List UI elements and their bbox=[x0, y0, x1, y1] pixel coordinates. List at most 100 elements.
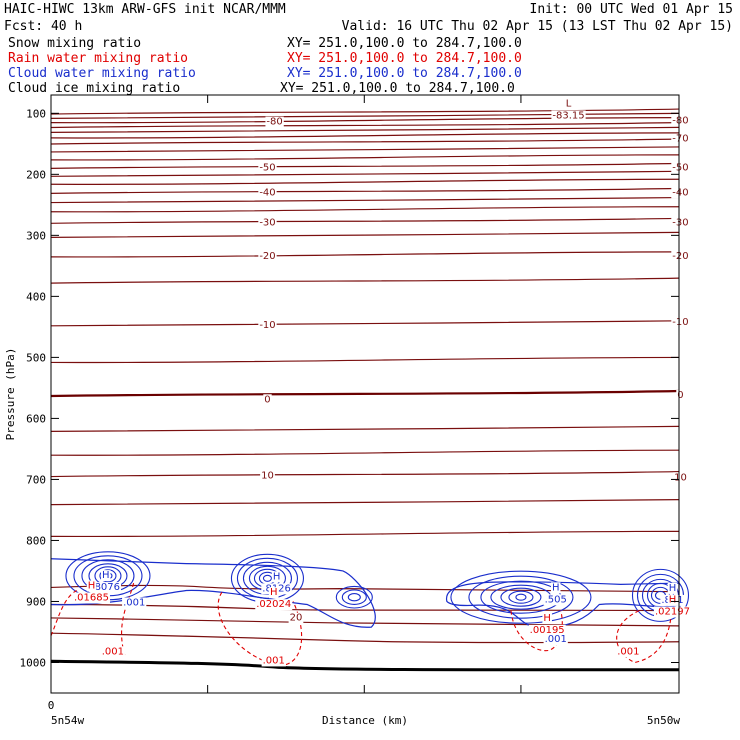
legend-cloud-xy: XY= 251.0,100.0 to 284.7,100.0 bbox=[287, 66, 522, 81]
isotherm-label-bg bbox=[258, 250, 277, 262]
header-init: Init: 00 UTC Wed 01 Apr 15 bbox=[530, 2, 734, 17]
rain-contour-label-bg bbox=[261, 655, 286, 667]
legend-rain-name: Rain water mixing ratio bbox=[8, 51, 188, 66]
cloud-contour bbox=[468, 575, 574, 619]
y-tick-label: 600 bbox=[26, 412, 46, 425]
y-tick-label: 500 bbox=[26, 351, 46, 364]
isotherm-label: -30 bbox=[672, 217, 688, 228]
y-axis-label: Pressure (hPa) bbox=[4, 348, 17, 441]
isotherm bbox=[50, 449, 680, 456]
rain-max-marker: H bbox=[270, 587, 278, 598]
isotherm bbox=[50, 112, 680, 119]
cloud-contour bbox=[490, 584, 552, 610]
legend-snow-xy: XY= 251.0,100.0 to 284.7,100.0 bbox=[287, 36, 522, 51]
header-title: HAIC-HIWC 13km ARW-GFS init NCAR/MMM bbox=[4, 2, 286, 17]
isotherm-label: -10 bbox=[672, 317, 688, 328]
rain-max-marker-bg bbox=[86, 580, 97, 592]
cloud-max-marker: H bbox=[102, 570, 110, 581]
isotherm-label: 10 bbox=[674, 472, 687, 483]
rain-water-contours bbox=[49, 583, 673, 667]
isotherm-label-bg bbox=[671, 115, 690, 127]
isotherm bbox=[50, 499, 680, 506]
terrain bbox=[50, 659, 680, 672]
isotherm-label: -40 bbox=[259, 187, 275, 198]
isotherm bbox=[50, 117, 680, 124]
rain-contour bbox=[510, 610, 563, 652]
isotherm-label: -40 bbox=[672, 187, 688, 198]
low-value-bg bbox=[551, 110, 586, 122]
rain-contour bbox=[217, 592, 303, 667]
rain-max-marker: H bbox=[88, 580, 96, 591]
cloud-max-value-bg bbox=[543, 594, 568, 606]
isotherm-label-bg bbox=[673, 472, 688, 484]
cloud-contour bbox=[262, 574, 273, 582]
rain-contour-label: .001 bbox=[263, 655, 285, 666]
isotherm bbox=[50, 217, 680, 224]
header-valid: Valid: 16 UTC Thu 02 Apr 15 (13 LST Thu … bbox=[342, 19, 733, 34]
rain-contour-label: .001 bbox=[617, 646, 639, 657]
header-forecast: Fcst: 40 h bbox=[4, 19, 82, 34]
isotherm-label-bg bbox=[258, 162, 277, 174]
isotherm-label: -30 bbox=[259, 217, 275, 228]
rain-max-marker-bg bbox=[667, 594, 678, 606]
isotherm bbox=[50, 132, 680, 139]
cloud-max-marker-bg bbox=[100, 570, 111, 582]
isotherm-label: 20 bbox=[290, 613, 303, 624]
isotherm-label: -70 bbox=[672, 134, 688, 145]
isotherm bbox=[50, 187, 680, 195]
rain-contour-label: .001 bbox=[102, 646, 124, 657]
cloud-max-value: .8076 bbox=[91, 582, 120, 593]
cloud-contour-label: .001 bbox=[545, 634, 567, 645]
cloud-contour bbox=[450, 570, 592, 624]
rain-max-value-bg bbox=[255, 599, 293, 611]
isotherm-label-bg bbox=[263, 394, 272, 406]
isotherm bbox=[50, 251, 680, 258]
cloud-contour-label-bg bbox=[543, 634, 568, 646]
isotherm-label: -10 bbox=[259, 320, 275, 331]
low-marker: L bbox=[566, 98, 572, 109]
isotherm bbox=[50, 231, 680, 238]
cloud-max-value-bg bbox=[90, 582, 122, 594]
isotherm-label-bg bbox=[671, 187, 690, 199]
legend-rain-xy: XY= 251.0,100.0 to 284.7,100.0 bbox=[287, 51, 522, 66]
cloud-contour-label-bg bbox=[122, 597, 147, 609]
isotherm-label: -50 bbox=[259, 162, 275, 173]
isotherm-label-bg bbox=[260, 470, 275, 482]
isotherm-label-bg bbox=[671, 250, 690, 262]
isotherm-label: 0 bbox=[677, 390, 683, 401]
isotherm-label: -80 bbox=[266, 117, 282, 128]
rain-contour-label-bg bbox=[616, 646, 641, 658]
rain-max-marker-bg bbox=[542, 612, 552, 624]
isotherm bbox=[50, 389, 680, 398]
legend-ice-name: Cloud ice mixing ratio bbox=[8, 81, 180, 96]
x-left-label: 5n54w bbox=[51, 714, 84, 727]
rain-contour bbox=[616, 607, 673, 664]
cloud-max-marker: H bbox=[273, 571, 281, 582]
isotherm-label-bg bbox=[258, 217, 277, 229]
isotherm bbox=[50, 196, 680, 204]
isotherm-label: -20 bbox=[259, 251, 275, 262]
rain-contour-label-bg bbox=[100, 646, 125, 658]
legend-cloud-name: Cloud water mixing ratio bbox=[8, 66, 196, 81]
y-tick-label: 800 bbox=[26, 534, 46, 547]
rain-max-value: .02197 bbox=[655, 607, 690, 618]
temperature-contours bbox=[50, 108, 680, 644]
isotherm bbox=[50, 146, 680, 153]
rain-max-value: .02024 bbox=[256, 599, 291, 610]
rain-max-value-bg bbox=[72, 592, 110, 604]
y-tick-label: 200 bbox=[26, 168, 46, 181]
isotherm bbox=[50, 530, 680, 538]
cloud-contour bbox=[99, 569, 117, 583]
legend-ice-xy: XY= 251.0,100.0 to 284.7,100.0 bbox=[280, 81, 515, 96]
cloud-contour bbox=[446, 581, 680, 630]
cloud-contour bbox=[500, 587, 542, 607]
cloud-water-contours bbox=[50, 551, 690, 630]
legend-snow-name: Snow mixing ratio bbox=[8, 36, 141, 51]
cloud-max-marker-bg bbox=[667, 582, 678, 594]
cloud-max-value: .505 bbox=[545, 594, 567, 605]
isotherm-label-bg bbox=[258, 319, 277, 331]
isotherm bbox=[50, 425, 680, 432]
cloud-max-marker-bg bbox=[550, 582, 561, 594]
isotherm-label: -50 bbox=[672, 162, 688, 173]
isotherm-label-bg bbox=[676, 390, 685, 401]
